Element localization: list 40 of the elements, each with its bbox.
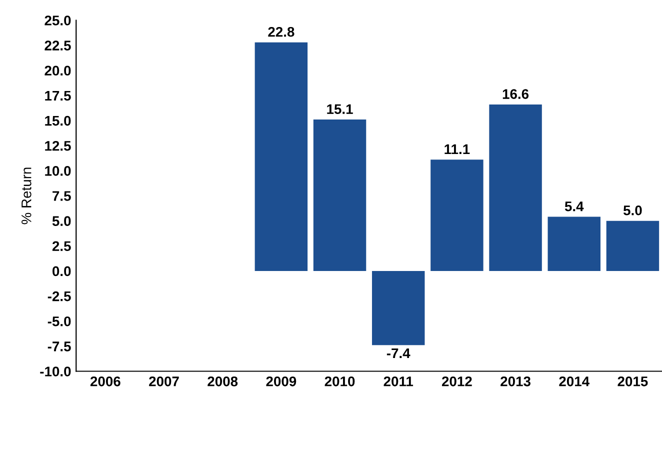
y-tick-label: 20.0 <box>44 66 71 76</box>
data-label: 11.1 <box>444 144 470 154</box>
bar <box>548 216 600 271</box>
bar <box>372 270 425 346</box>
bar <box>313 120 366 271</box>
y-tick-label: 2.5 <box>52 241 71 252</box>
data-label: 5.0 <box>623 205 642 216</box>
x-tick-label: 2010 <box>324 376 355 386</box>
data-label: 5.4 <box>564 202 584 212</box>
y-tick-label: -5.0 <box>48 316 71 326</box>
y-tick-label: 25.0 <box>44 16 71 26</box>
y-tick-label: 15.0 <box>45 116 71 126</box>
y-tick-label: -2.5 <box>48 291 71 302</box>
y-tick-label: 22.5 <box>44 40 71 50</box>
x-tick-label: 2006 <box>90 376 120 386</box>
y-tick-label: 10.0 <box>45 166 71 176</box>
bar <box>489 104 542 271</box>
y-tick-label: 17.5 <box>45 90 71 101</box>
y-tick-label: 7.5 <box>52 191 71 201</box>
x-tick-label: 2013 <box>500 376 530 386</box>
y-tick-label: -10.0 <box>40 366 71 376</box>
x-tick-label: 2007 <box>149 376 179 386</box>
data-label: 22.8 <box>268 26 294 37</box>
data-label: -7.4 <box>386 348 410 358</box>
y-tick-label: 0.0 <box>52 266 71 276</box>
y-tick-label: 12.5 <box>45 140 71 151</box>
y-tick-label: -7.5 <box>48 342 71 352</box>
x-tick-label: 2008 <box>208 376 238 386</box>
bar <box>606 220 660 271</box>
x-tick-label: 2012 <box>442 376 472 386</box>
data-label: 15.1 <box>327 104 353 114</box>
x-tick-label: 2011 <box>384 376 414 386</box>
y-axis-title: % Return <box>22 168 32 224</box>
data-label: 16.6 <box>502 89 529 99</box>
bar <box>430 160 484 271</box>
x-tick-label: 2014 <box>559 376 590 386</box>
x-tick-label: 2015 <box>618 376 648 386</box>
y-tick-label: 5.0 <box>52 216 71 226</box>
x-tick-label: 2009 <box>266 376 296 386</box>
bar <box>254 42 308 271</box>
